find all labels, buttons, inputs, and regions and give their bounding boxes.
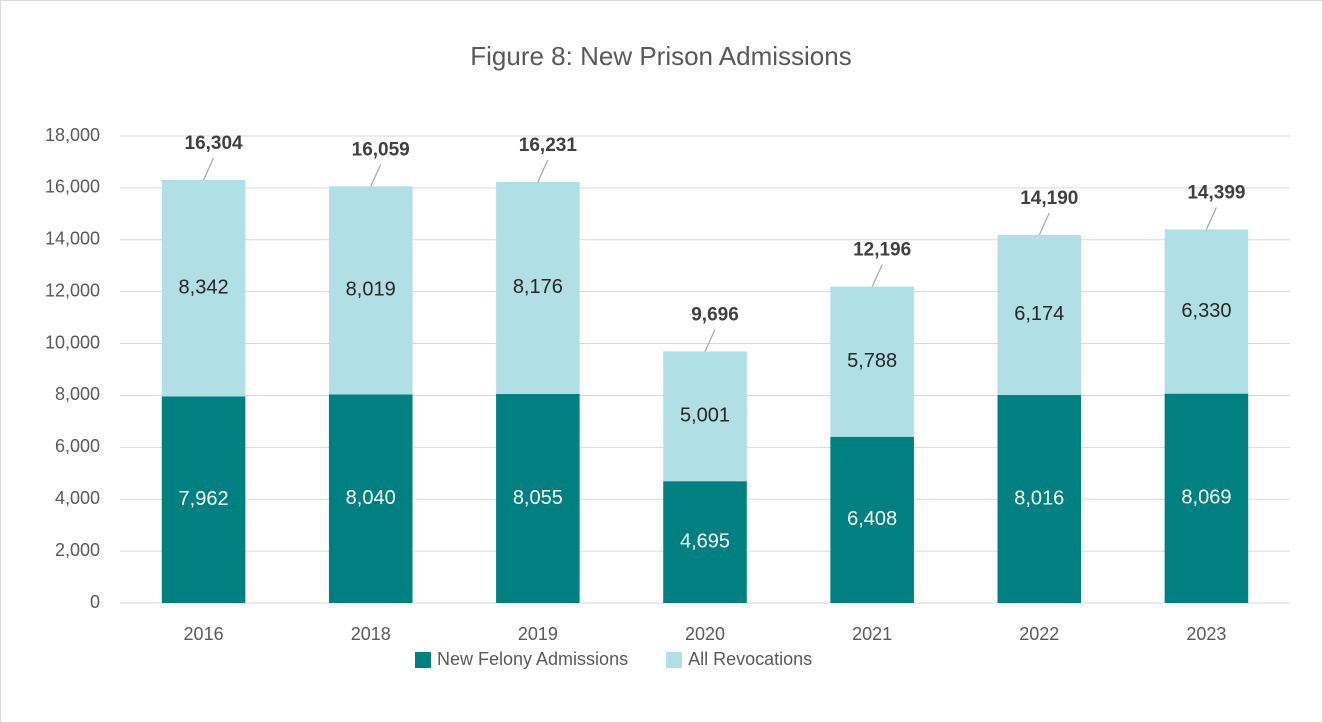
legend-label: All Revocations (688, 649, 812, 669)
legend-swatch (666, 652, 683, 668)
segment-label: 6,174 (1014, 303, 1064, 325)
total-label: 12,196 (853, 240, 911, 261)
x-tick-label: 2016 (184, 624, 224, 644)
y-tick-label: 2,000 (55, 540, 100, 560)
y-tick-label: 10,000 (45, 332, 100, 352)
y-tick-label: 18,000 (45, 125, 100, 145)
bar-segment (1164, 229, 1249, 394)
bar-segment (1164, 393, 1249, 603)
bar-segment (830, 436, 914, 603)
bar-segment (830, 286, 914, 437)
total-label: 16,231 (519, 135, 578, 156)
y-tick-label: 6,000 (55, 436, 100, 456)
leader-line (1038, 212, 1050, 236)
y-tick-label: 12,000 (45, 280, 100, 300)
legend-swatch (415, 652, 431, 668)
segment-label: 6,408 (847, 508, 897, 530)
bar-segment (663, 481, 747, 603)
segment-label: 8,069 (1181, 487, 1231, 509)
total-label: 14,190 (1020, 188, 1078, 209)
leader-line (537, 159, 549, 183)
y-tick-label: 8,000 (55, 384, 100, 404)
segment-label: 8,016 (1014, 487, 1064, 509)
segment-label: 4,695 (680, 530, 730, 552)
x-tick-label: 2021 (852, 624, 892, 644)
total-label: 9,696 (691, 304, 739, 325)
legend-label: New Felony Admissions (437, 649, 628, 669)
segment-label: 6,330 (1181, 300, 1231, 322)
y-tick-label: 16,000 (45, 177, 100, 197)
leader-line (1205, 207, 1217, 230)
total-label: 16,304 (185, 133, 244, 154)
chart-title: Figure 8: New Prison Admissions (470, 41, 851, 71)
bar-segment (663, 351, 747, 482)
total-label: 14,399 (1187, 182, 1245, 203)
bar-segment (496, 181, 580, 395)
segment-label: 8,055 (513, 487, 563, 509)
x-tick-label: 2020 (685, 624, 725, 644)
segment-label: 8,019 (346, 279, 396, 301)
segment-label: 5,788 (847, 350, 897, 372)
y-tick-label: 0 (90, 592, 100, 612)
x-tick-label: 2018 (351, 624, 391, 644)
leader-line (370, 164, 382, 187)
bar-segment (328, 186, 413, 395)
bar-segment (161, 180, 246, 397)
x-tick-label: 2023 (1186, 624, 1226, 644)
segment-label: 5,001 (680, 405, 730, 427)
bar-segment (161, 396, 246, 603)
leader-line (203, 157, 215, 181)
bar-segment (496, 394, 580, 603)
x-tick-label: 2019 (518, 624, 558, 644)
segment-label: 8,040 (346, 487, 396, 509)
leader-line (871, 264, 883, 287)
bar-segment (997, 234, 1082, 396)
bar-segment (328, 394, 413, 603)
segment-label: 8,342 (179, 276, 229, 298)
total-label: 16,059 (352, 139, 410, 160)
y-tick-label: 4,000 (55, 488, 100, 508)
bar-segment (997, 395, 1082, 603)
segment-label: 8,176 (513, 276, 563, 298)
segment-label: 7,962 (179, 488, 229, 510)
leader-line (704, 329, 716, 352)
x-tick-label: 2022 (1019, 624, 1059, 644)
y-tick-label: 14,000 (45, 229, 100, 249)
